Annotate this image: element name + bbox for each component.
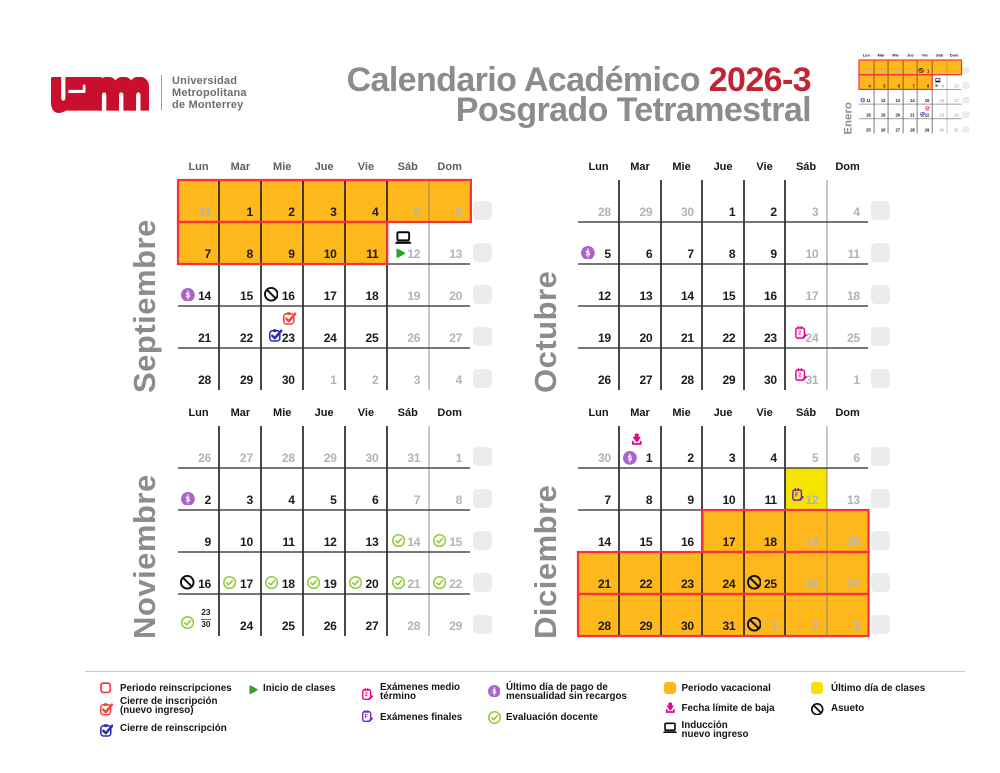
- svg-text:F: F: [365, 714, 368, 720]
- svg-text:2: 2: [365, 692, 368, 698]
- svg-text:S: S: [492, 688, 497, 695]
- svg-text:S: S: [862, 99, 864, 102]
- svg-text:S: S: [186, 495, 191, 503]
- svg-text:F: F: [795, 492, 799, 498]
- svg-text:S: S: [186, 291, 191, 299]
- svg-text:2: 2: [798, 330, 801, 336]
- svg-text:S: S: [628, 455, 633, 463]
- svg-text:2: 2: [798, 372, 801, 378]
- svg-text:S: S: [586, 249, 591, 257]
